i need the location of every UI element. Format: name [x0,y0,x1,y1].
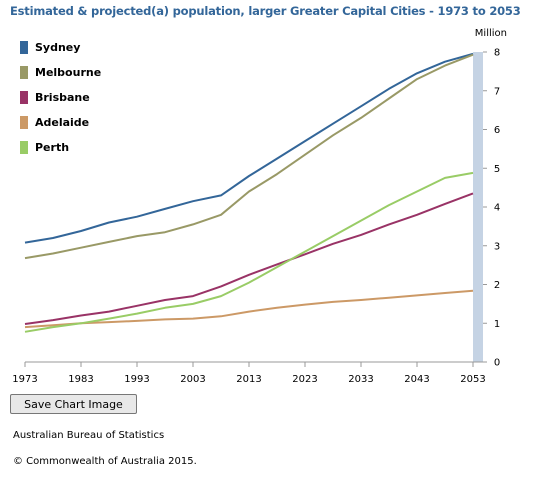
x-tick-label: 2043 [404,374,429,385]
legend-swatch-brisbane [20,91,28,104]
y-axis-band [473,52,483,362]
x-tick-label: 1973 [12,374,37,385]
legend-label-brisbane: Brisbane [35,91,90,104]
y-tick-label: 3 [494,241,500,252]
y-tick-label: 2 [494,280,500,291]
y-tick-label: 5 [494,164,500,175]
x-tick-label: 1993 [124,374,149,385]
y-tick-label: 6 [494,125,500,136]
chart-title: Estimated & projected(a) population, lar… [10,4,521,18]
x-tick-label: 2013 [236,374,261,385]
legend-swatch-melbourne [20,66,28,79]
y-tick-label: 1 [494,319,500,330]
y-tick-label: 8 [494,48,500,59]
series-line-sydney [24,52,474,244]
source-text: Australian Bureau of Statistics [13,430,165,441]
series-line-perth [24,171,474,333]
legend-label-melbourne: Melbourne [35,66,101,79]
series-line-melbourne [24,53,474,260]
legend-label-perth: Perth [35,141,69,154]
y-tick-label: 7 [494,86,500,97]
x-tick-label: 2003 [180,374,205,385]
copyright-text: © Commonwealth of Australia 2015. [13,456,197,467]
y-axis-label: Million [475,28,507,39]
legend-label-sydney: Sydney [35,41,80,54]
x-tick-label: 2053 [460,374,485,385]
legend-label-adelaide: Adelaide [35,116,89,129]
x-tick-label: 2033 [348,374,373,385]
legend-swatch-perth [20,141,28,154]
x-tick-label: 2023 [292,374,317,385]
legend-swatch-adelaide [20,116,28,129]
series-line-adelaide [24,289,474,329]
series-line-brisbane [24,192,474,325]
line-chart: Million 0 1 2 3 4 5 6 7 8 1973 1983 1993 2003 2013 20… [12,28,507,385]
y-tick-label: 4 [494,203,500,214]
save-chart-image-button[interactable]: Save Chart Image [10,394,137,414]
x-tick-label: 1983 [68,374,93,385]
y-tick-label: 0 [494,358,500,369]
legend-swatch-sydney [20,41,28,54]
